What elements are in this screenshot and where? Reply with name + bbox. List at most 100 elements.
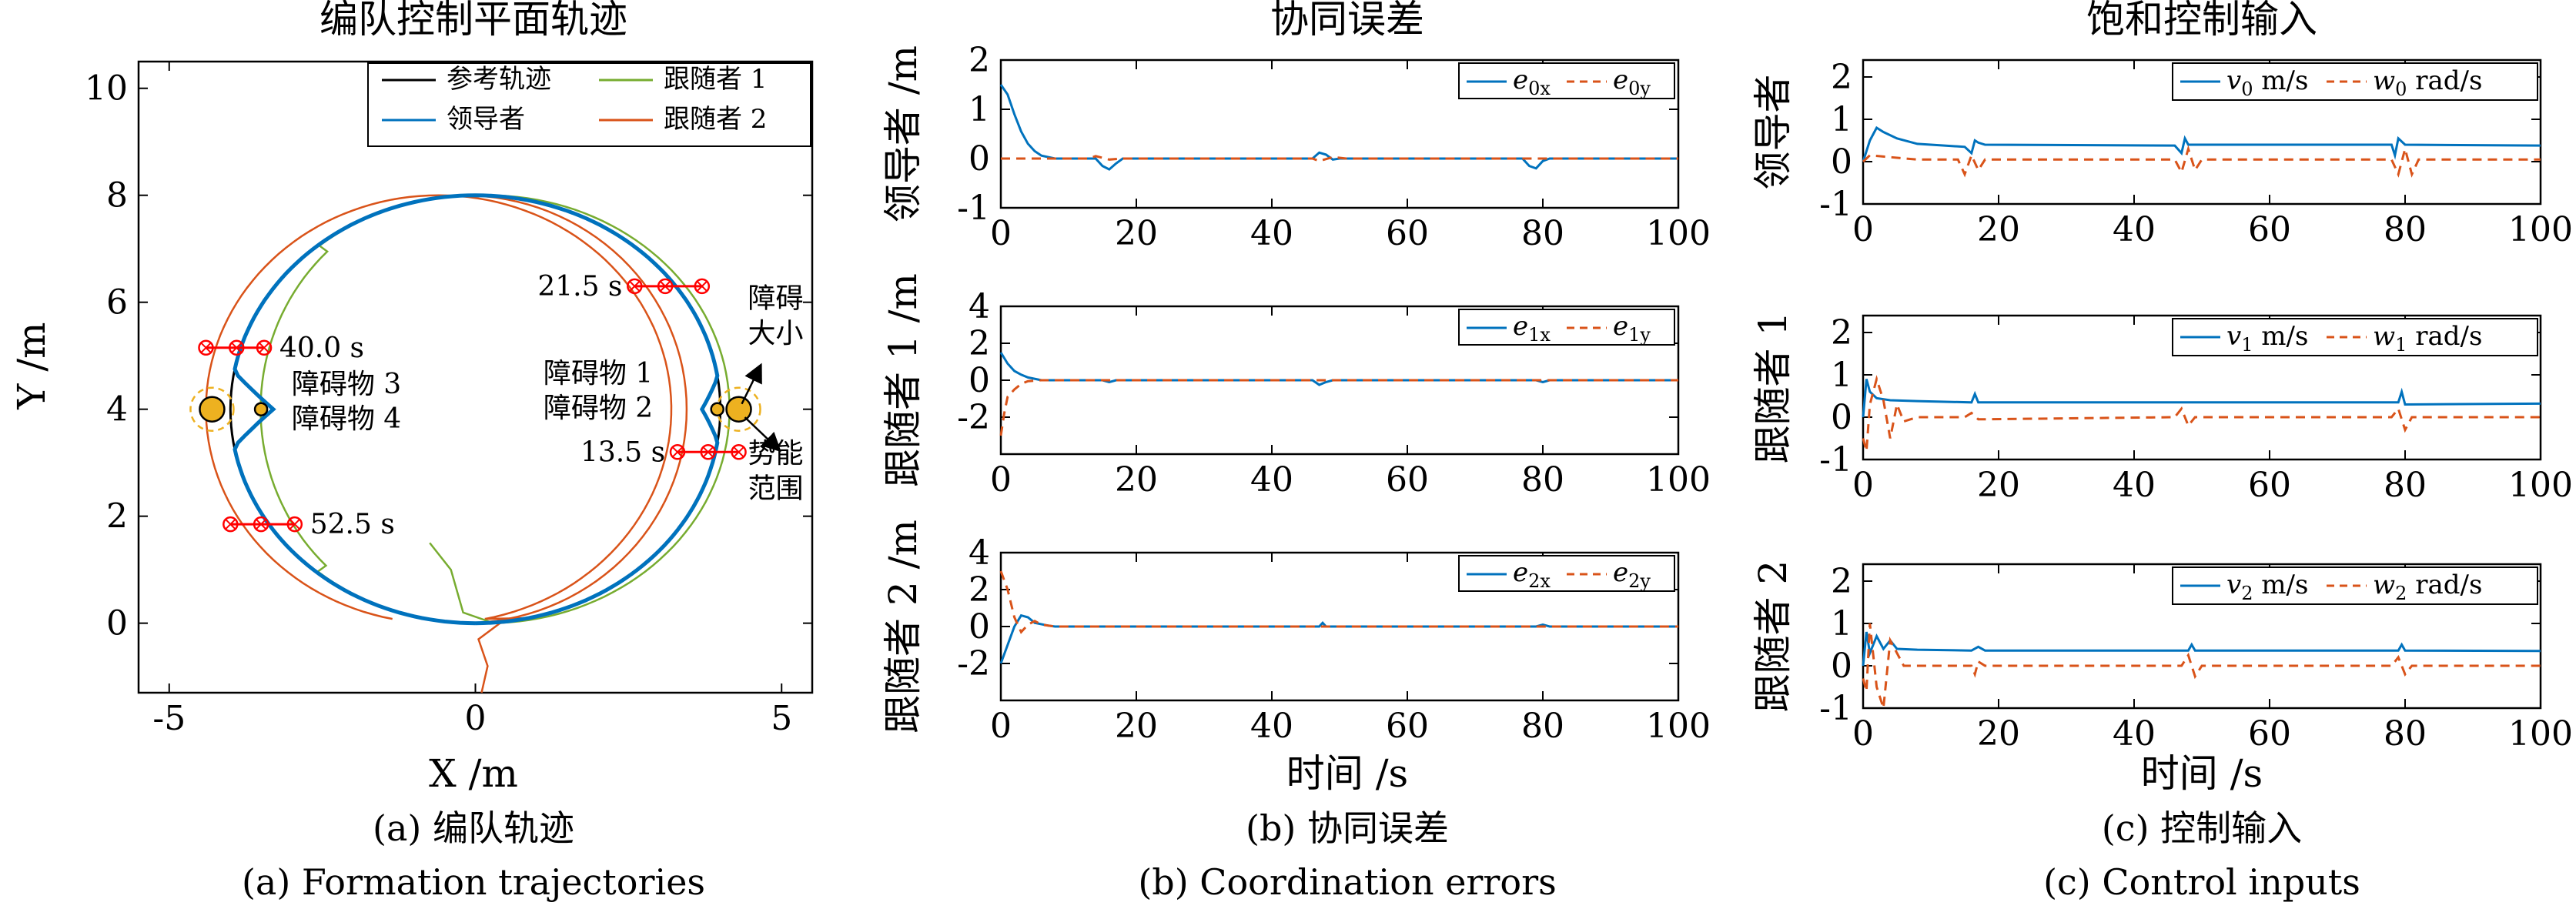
chart-b-caption-en: (b) Coordination errors	[1138, 861, 1556, 903]
b2-xtick-label-3: 60	[1386, 707, 1429, 746]
b1-xtick-label-4: 80	[1521, 460, 1564, 500]
b0-legend-label-0: e0x	[1513, 65, 1551, 99]
a-ann-size-0: 障碍	[748, 283, 803, 315]
a-snapshot-pt-3-1	[253, 516, 269, 533]
c0-series-1	[1862, 144, 2541, 178]
b2-ytick-label-1: 0	[969, 607, 990, 647]
b1-ylabel: 跟随者 1 /m	[881, 273, 925, 487]
chart-a-title: 编队控制平面轨迹	[319, 0, 627, 42]
c2-ytick-label-1: 0	[1831, 647, 1852, 686]
a-snapshot-label-1: 13.5 s	[580, 436, 665, 468]
chart-a-caption-en: (a) Formation trajectories	[242, 861, 705, 903]
c2-series-1	[1862, 623, 2541, 709]
b1-xtick-label-3: 60	[1386, 460, 1429, 500]
a-obstacle-1	[725, 396, 752, 423]
a-snapshot-label-2: 40.0 s	[279, 333, 364, 364]
a-snapshot-x-2-0	[200, 343, 212, 353]
a-legend-label-0: 参考轨迹	[447, 64, 551, 95]
chart-a-ylabel: Y /m	[9, 322, 54, 409]
a-snapshot-x-2-1	[231, 343, 242, 353]
a-legend-label-2: 跟随者 1	[664, 64, 767, 95]
a-legend-label-1: 领导者	[447, 104, 525, 135]
b1-xtick-label-1: 20	[1115, 460, 1158, 500]
b1-xtick-label-0: 0	[990, 460, 1012, 500]
a-ann-range-0: 势能	[748, 438, 803, 470]
a-snapshot-x-1-1	[703, 446, 714, 457]
b0-xtick-label-0: 0	[990, 214, 1012, 253]
c0-xtick-label-3: 60	[2248, 210, 2291, 249]
c0-ytick-label-3: 2	[1831, 58, 1852, 97]
a-snapshot-x-0-0	[629, 281, 641, 292]
a-xtick-label-1: 0	[465, 699, 487, 738]
a-snapshot-pt-1-1	[700, 444, 717, 460]
a-ytick-label-3: 6	[106, 283, 128, 322]
b0-ytick-label-0: -1	[957, 189, 990, 228]
a-arrow-range	[744, 416, 781, 453]
c1-legend-label-1: w1 rad/s	[2373, 321, 2482, 356]
c0-legend-label-1: w0 rad/s	[2373, 65, 2482, 100]
b1-xtick-label-2: 40	[1250, 460, 1293, 500]
a-snapshot-pt-2-0	[198, 339, 214, 356]
a-snapshot-pt-0-1	[657, 278, 674, 295]
chart-a-plot: -5 0 5 0 2 4 6 8 10 21.5 s 13.5 s 40.0 s 52.5 s 障碍物 1…	[85, 60, 814, 738]
c0-ylabel: 领导者	[1751, 75, 1795, 190]
a-snapshot-pt-0-2	[694, 278, 711, 295]
b0-ylabel: 领导者 /m	[881, 45, 925, 222]
c2-xtick-label-0: 0	[1852, 714, 1874, 754]
c0-xtick-label-4: 80	[2384, 210, 2427, 249]
a-ann-ob1: 障碍物 1	[544, 358, 653, 389]
b1-legend-label-1: e1y	[1613, 311, 1651, 346]
a-ann-size-1: 大小	[748, 318, 803, 349]
a-snapshot-label-0: 21.5 s	[537, 271, 622, 302]
b1-legend-label-0: e1x	[1513, 311, 1551, 346]
b0-series-0	[999, 84, 1678, 171]
c1-xtick-label-1: 20	[1977, 466, 2020, 505]
c1-ytick-label-3: 2	[1831, 313, 1852, 353]
b2-series-1	[999, 570, 1678, 634]
b0-legend-label-1: e0y	[1613, 65, 1651, 99]
b1-ytick-label-3: 4	[969, 287, 990, 326]
c1-xtick-label-5: 100	[2508, 466, 2573, 505]
c1-ytick-label-0: -1	[1819, 440, 1852, 480]
c0-xtick-label-0: 0	[1852, 210, 1874, 249]
chart-b-caption-cn: (b) 协同误差	[1246, 807, 1449, 849]
b1-xtick-label-5: 100	[1646, 460, 1711, 500]
c2-ytick-label-3: 2	[1831, 562, 1852, 601]
c1-ytick-label-1: 0	[1831, 398, 1852, 437]
b0-xtick-label-3: 60	[1386, 214, 1429, 253]
a-snapshot-x-3-0	[225, 519, 236, 530]
b2-legend-label-0: e2x	[1513, 557, 1551, 592]
b2-xtick-label-2: 40	[1250, 707, 1293, 746]
b2-xtick-label-4: 80	[1521, 707, 1564, 746]
a-legend-label-3: 跟随者 2	[664, 104, 767, 135]
b0-ytick-label-1: 0	[969, 139, 990, 179]
c2-xtick-label-1: 20	[1977, 714, 2020, 754]
c2-ytick-label-2: 1	[1831, 604, 1852, 643]
c0-ytick-label-2: 1	[1831, 100, 1852, 139]
b2-xtick-label-0: 0	[990, 707, 1012, 746]
a-snapshot-x-2-2	[259, 343, 269, 353]
b0-xtick-label-4: 80	[1521, 214, 1564, 253]
b1-ytick-label-0: -2	[957, 398, 990, 437]
a-ytick-label-2: 4	[106, 390, 128, 429]
a-obstacle-2	[199, 396, 226, 423]
a-obstacle-range-1	[716, 386, 761, 432]
a-snapshot-pt-1-0	[669, 444, 686, 460]
a-snapshot-x-3-1	[256, 519, 266, 530]
c2-ytick-label-0: -1	[1819, 689, 1852, 728]
a-ann-ob3: 障碍物 3	[292, 369, 401, 400]
c0-ytick-label-1: 0	[1831, 142, 1852, 182]
a-snapshot-label-3: 52.5 s	[310, 509, 395, 540]
c2-legend-label-1: w2 rad/s	[2373, 570, 2482, 604]
a-legend-box	[367, 62, 811, 147]
a-snapshot-x-0-1	[660, 281, 671, 292]
b2-ylabel: 跟随者 2 /m	[881, 520, 925, 734]
a-obstacle-3	[253, 402, 269, 416]
